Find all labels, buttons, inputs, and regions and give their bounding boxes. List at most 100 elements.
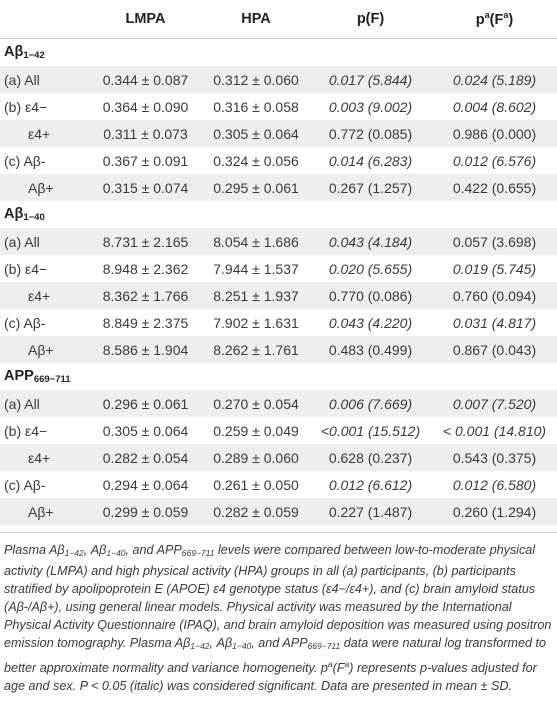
table-row: (a) All 8.731 ± 2.165 8.054 ± 1.686 0.043 (…: [0, 228, 557, 255]
row-group-label: (a) All: [4, 395, 40, 412]
header-pf: p(F): [309, 0, 432, 39]
cell-pa: 0.019 (5.745): [452, 260, 537, 277]
cell-lmpa: 0.294 ± 0.064: [102, 476, 189, 493]
section-header-row: APP669−711: [0, 363, 557, 390]
row-subgroup-label: Aβ+: [28, 341, 54, 358]
table-row: (a) All 0.344 ± 0.087 0.312 ± 0.060 0.017 (…: [0, 66, 557, 93]
cell-lmpa: 0.282 ± 0.054: [88, 444, 203, 471]
row-label: (a) All: [0, 390, 88, 417]
cell-lmpa: 0.299 ± 0.059: [88, 498, 203, 525]
row-label: (c) Aβ-: [0, 147, 88, 174]
table-row: (a) All 0.296 ± 0.061 0.270 ± 0.054 0.006 (…: [0, 390, 557, 417]
row-label: (b) ε4−: [0, 417, 88, 444]
row-subgroup-label: Aβ+: [28, 503, 54, 520]
cell-lmpa: 0.311 ± 0.073: [88, 120, 203, 147]
cell-pa: < 0.001 (14.810): [442, 422, 547, 439]
cell-hpa: 7.902 ± 1.631: [213, 314, 299, 331]
cell-lmpa: 0.367 ± 0.091: [102, 152, 189, 169]
row-group-label: (b) ε4−: [4, 260, 48, 277]
header-lmpa: LMPA: [88, 0, 203, 39]
section-title-subscript: 1−42: [23, 50, 45, 61]
section-title-subscript: 669−711: [33, 374, 71, 385]
section-title: Aβ1−40: [0, 201, 557, 228]
cell-hpa: 7.944 ± 1.537: [213, 260, 299, 277]
cell-pa: 0.986 (0.000): [432, 120, 557, 147]
row-subgroup-label: ε4+: [28, 287, 51, 304]
row-label: ε4+: [0, 282, 88, 309]
row-label: (b) ε4−: [0, 255, 88, 282]
cell-pf: 0.772 (0.085): [309, 120, 432, 147]
cell-pa: 0.024 (5.189): [432, 66, 557, 93]
table-footnote: Plasma Aβ1−42, Aβ1−40, and APP669−711 le…: [4, 543, 552, 694]
cell-pa: 0.260 (1.294): [432, 498, 557, 525]
cell-pf: 0.267 (1.257): [309, 174, 432, 201]
section-title-subscript: 1−40: [23, 212, 45, 223]
cell-pf: 0.020 (5.655): [328, 260, 413, 277]
row-label: (b) ε4−: [0, 93, 88, 120]
section-title-main: APP: [4, 368, 34, 384]
cell-pf: 0.012 (6.612): [328, 476, 413, 493]
cell-hpa: 0.261 ± 0.050: [213, 476, 299, 493]
cell-hpa: 0.312 ± 0.060: [203, 66, 309, 93]
results-table-panel: LMPA HPA p(F) pa(Fa) Aβ1−42 (a) All 0.344 …: [0, 0, 557, 525]
cell-hpa: 8.262 ± 1.761: [203, 336, 309, 363]
cell-hpa: 8.251 ± 1.937: [203, 282, 309, 309]
cell-lmpa: 8.731 ± 2.165: [88, 228, 203, 255]
cell-lmpa: 0.296 ± 0.061: [88, 390, 203, 417]
table-row: (c) Aβ- 0.367 ± 0.091 0.324 ± 0.056 0.014 (…: [0, 147, 557, 174]
row-label: Aβ+: [0, 174, 88, 201]
cell-pf: 0.043 (4.184): [309, 228, 432, 255]
header-hpa: HPA: [203, 0, 309, 39]
cell-pa: 0.422 (0.655): [432, 174, 557, 201]
table-row: Aβ+ 8.586 ± 1.904 8.262 ± 1.761 0.483 (0.49…: [0, 336, 557, 363]
cell-lmpa: 8.586 ± 1.904: [88, 336, 203, 363]
cell-pf: 0.628 (0.237): [309, 444, 432, 471]
section-title-main: Aβ: [4, 206, 24, 222]
section-header-row: Aβ1−42: [0, 39, 557, 67]
cell-lmpa: 0.364 ± 0.090: [102, 98, 189, 115]
section-title-main: Aβ: [4, 44, 24, 60]
cell-pf: 0.017 (5.844): [309, 66, 432, 93]
cell-pa: 0.012 (6.576): [452, 152, 537, 169]
table-row: (b) ε4− 0.364 ± 0.090 0.316 ± 0.058 0.003 (…: [0, 93, 557, 120]
cell-pf: 0.043 (4.220): [328, 314, 413, 331]
cell-hpa: 8.054 ± 1.686: [203, 228, 309, 255]
cell-pa: 0.543 (0.375): [432, 444, 557, 471]
row-subgroup-label: ε4+: [28, 125, 51, 142]
row-group-label: (b) ε4−: [4, 98, 48, 115]
cell-lmpa: 8.849 ± 2.375: [102, 314, 189, 331]
cell-hpa: 0.270 ± 0.054: [203, 390, 309, 417]
cell-hpa: 0.305 ± 0.064: [203, 120, 309, 147]
row-label: (c) Aβ-: [0, 471, 88, 498]
row-group-label: (c) Aβ-: [4, 152, 46, 169]
row-label: (a) All: [0, 228, 88, 255]
cell-hpa: 0.316 ± 0.058: [213, 98, 299, 115]
table-row: ε4+ 0.282 ± 0.054 0.289 ± 0.060 0.628 (0.23…: [0, 444, 557, 471]
cell-pa: 0.004 (8.602): [452, 98, 537, 115]
table-body: Aβ1−42 (a) All 0.344 ± 0.087 0.312 ± 0.060 0…: [0, 39, 557, 525]
header-group-col: [0, 0, 88, 39]
table-row: (b) ε4− 0.305 ± 0.064 0.259 ± 0.049 <0.001 …: [0, 417, 557, 444]
header-pa: pa(Fa): [432, 0, 557, 39]
row-group-label: (b) ε4−: [4, 422, 48, 439]
table-bottom-rule: [0, 532, 557, 533]
cell-hpa: 0.295 ± 0.061: [203, 174, 309, 201]
cell-pa: 0.007 (7.520): [432, 390, 557, 417]
cell-pf: 0.770 (0.086): [309, 282, 432, 309]
cell-pf: 0.006 (7.669): [309, 390, 432, 417]
row-label: ε4+: [0, 444, 88, 471]
section-title: APP669−711: [0, 363, 557, 390]
results-table: LMPA HPA p(F) pa(Fa) Aβ1−42 (a) All 0.344 …: [0, 0, 557, 525]
table-row: (b) ε4− 8.948 ± 2.362 7.944 ± 1.537 0.020 (…: [0, 255, 557, 282]
cell-pf: 0.014 (6.283): [328, 152, 413, 169]
row-group-label: (a) All: [4, 71, 40, 88]
row-label: ε4+: [0, 120, 88, 147]
row-group-label: (c) Aβ-: [4, 314, 46, 331]
cell-lmpa: 0.344 ± 0.087: [88, 66, 203, 93]
row-label: Aβ+: [0, 336, 88, 363]
cell-hpa: 0.259 ± 0.049: [213, 422, 299, 439]
table-row: ε4+ 0.311 ± 0.073 0.305 ± 0.064 0.772 (0.08…: [0, 120, 557, 147]
row-subgroup-label: Aβ+: [28, 179, 54, 196]
row-label: (c) Aβ-: [0, 309, 88, 336]
cell-pa: 0.031 (4.817): [452, 314, 537, 331]
